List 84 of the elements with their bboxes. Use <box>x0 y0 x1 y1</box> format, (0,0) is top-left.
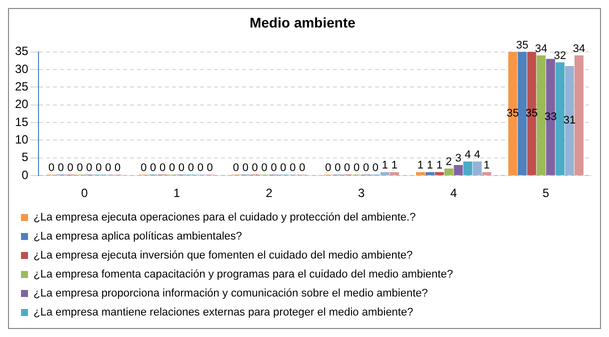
data-label: 31 <box>563 114 576 127</box>
data-label: 0 <box>188 162 194 174</box>
y-tick-label: 25 <box>14 79 29 94</box>
legend-label: ¿La empresa aplica políticas ambientales? <box>34 230 242 243</box>
data-label: 32 <box>554 50 566 62</box>
legend-label: ¿La empresa proporciona información y comunicación sobre el medio ambiente? <box>34 288 428 300</box>
x-tick-label: 5 <box>542 186 550 200</box>
bar <box>416 172 425 176</box>
bar <box>527 52 536 176</box>
data-label: 4 <box>464 148 471 161</box>
data-label: 0 <box>290 162 296 174</box>
y-tick-label: 15 <box>14 114 29 129</box>
data-label: 0 <box>270 162 277 174</box>
data-label: 0 <box>261 162 268 174</box>
x-tick-label: 3 <box>358 186 365 200</box>
data-label: 0 <box>86 162 92 174</box>
data-label: 0 <box>48 162 54 174</box>
data-label: 0 <box>334 162 341 174</box>
x-tick-label: 0 <box>81 186 88 200</box>
legend-label: ¿La empresa mantiene relaciones externas para proteger el medio ambiente? <box>34 306 414 319</box>
legend-label: ¿La empresa ejecuta operaciones para el cuidado y protección del ambiente.? <box>34 212 416 224</box>
data-label: 0 <box>160 162 166 174</box>
bar <box>425 172 434 176</box>
data-label: 0 <box>114 162 121 174</box>
bar <box>574 55 584 176</box>
x-tick-label: 2 <box>266 186 273 200</box>
bar <box>454 164 463 176</box>
legend-label: ¿La empresa fomenta capacitación y programas para el cuidado del medio ambiente? <box>34 268 453 281</box>
data-label: 1 <box>417 160 424 172</box>
data-label: 0 <box>354 162 360 174</box>
y-tick-label: 30 <box>14 62 29 76</box>
data-label: 0 <box>362 162 370 174</box>
bar <box>434 172 444 176</box>
data-label: 0 <box>252 162 258 174</box>
data-label: 0 <box>168 162 176 174</box>
data-label: 0 <box>105 162 112 174</box>
data-label: 35 <box>516 39 528 52</box>
data-label: 0 <box>197 162 204 174</box>
data-label: 0 <box>76 162 83 174</box>
data-label: 1 <box>484 160 490 172</box>
bar <box>565 66 574 176</box>
data-label: 1 <box>426 160 434 172</box>
data-label: 0 <box>372 162 379 174</box>
bar <box>536 55 546 176</box>
legend-label: ¿La empresa ejecuta inversión que fomenten el cuidado del medio ambiente? <box>34 250 413 262</box>
data-label: 4 <box>474 148 480 161</box>
data-label: 0 <box>150 162 156 174</box>
data-label: 0 <box>206 162 213 174</box>
data-label: 0 <box>232 162 239 174</box>
x-tick-label: 4 <box>450 186 458 200</box>
bar <box>518 52 527 176</box>
data-label: 1 <box>391 160 398 172</box>
bar <box>444 168 454 176</box>
data-label: 2 <box>446 156 452 168</box>
data-label: 1 <box>436 160 442 172</box>
y-tick-label: 35 <box>14 44 29 58</box>
data-label: 3 <box>455 152 462 165</box>
bar <box>556 62 565 176</box>
data-label: 0 <box>242 162 248 174</box>
data-label: 0 <box>140 162 147 174</box>
y-tick-label: 5 <box>22 150 29 164</box>
chart-title: Medio ambiente <box>250 14 356 30</box>
data-label: 34 <box>572 42 586 55</box>
data-label: 0 <box>299 162 306 174</box>
data-label: 1 <box>382 160 388 172</box>
y-tick-label: 0 <box>22 168 29 182</box>
bar <box>472 161 482 176</box>
bar <box>482 172 492 176</box>
bar <box>508 52 518 176</box>
data-label: 34 <box>535 42 548 55</box>
data-label: 0 <box>344 162 350 174</box>
y-tick-label: 20 <box>14 97 29 112</box>
data-label: 0 <box>96 162 102 174</box>
y-tick-label: 10 <box>14 132 29 147</box>
bar <box>546 58 556 176</box>
bar <box>463 161 472 176</box>
bar <box>380 172 390 176</box>
data-label: 0 <box>178 162 185 174</box>
data-label: 0 <box>325 162 332 174</box>
x-tick-label: 1 <box>173 186 180 200</box>
data-label: 0 <box>58 162 64 174</box>
bar <box>390 172 399 176</box>
data-label: 0 <box>67 162 74 174</box>
data-label: 0 <box>280 162 286 174</box>
